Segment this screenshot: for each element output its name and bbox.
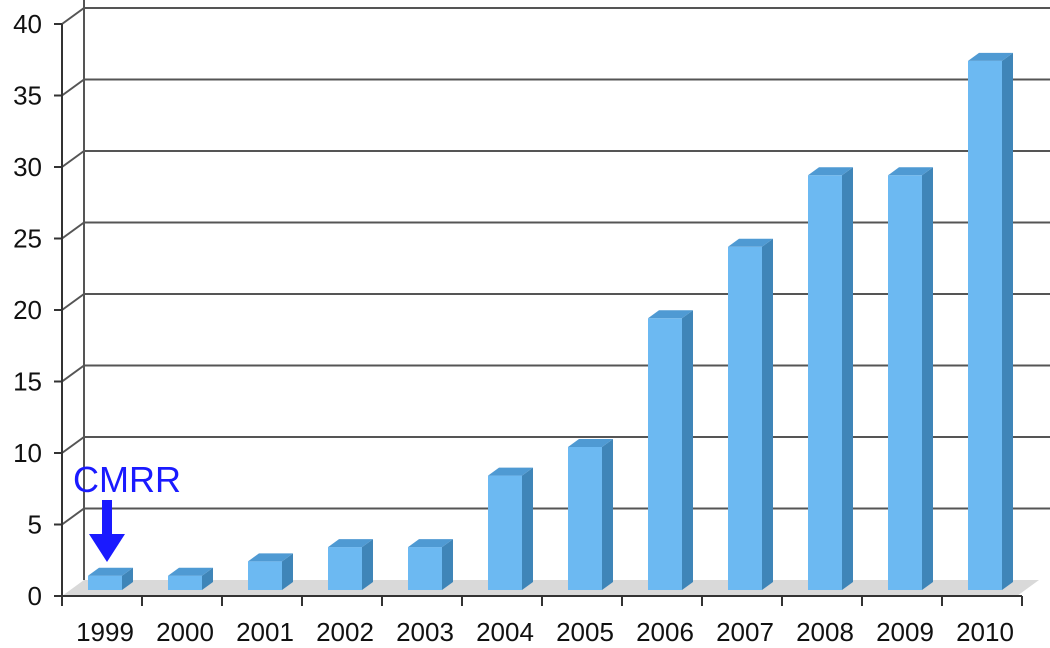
y-tick-label: 0 bbox=[28, 581, 42, 611]
bar-side bbox=[282, 553, 293, 590]
bar bbox=[408, 539, 453, 590]
plot-floor bbox=[62, 580, 1039, 596]
bar-top bbox=[728, 238, 773, 247]
x-tick-labels: 1999 2000 2001 2002 2003 2004 2005 2006 2007 2008… bbox=[76, 617, 1014, 647]
axes bbox=[54, 0, 1023, 606]
gridline-depth bbox=[61, 221, 85, 240]
bar-side bbox=[682, 310, 693, 590]
bar-front bbox=[968, 60, 1002, 590]
annotation-label: CMRR bbox=[73, 459, 181, 500]
bar-front bbox=[568, 447, 602, 590]
bar bbox=[248, 553, 293, 590]
bar-front bbox=[728, 246, 762, 591]
bar-front bbox=[328, 547, 362, 590]
gridline-depth bbox=[61, 78, 85, 97]
bar-side bbox=[842, 167, 853, 591]
bar-side bbox=[1002, 52, 1013, 590]
x-tick-label: 2006 bbox=[636, 617, 694, 643]
bar-front bbox=[168, 575, 202, 590]
bar-side bbox=[762, 238, 773, 591]
bar-front bbox=[408, 547, 442, 590]
gridline-depth bbox=[61, 293, 85, 311]
y-tick-label: 40 bbox=[13, 9, 42, 39]
y-tick-label: 20 bbox=[13, 295, 42, 325]
x-tick-label: 2004 bbox=[476, 617, 534, 643]
bar bbox=[168, 567, 213, 590]
bar-side bbox=[202, 567, 213, 590]
x-tick-label: 2009 bbox=[876, 617, 934, 643]
bar-top bbox=[248, 553, 293, 562]
x-tick-label: 2003 bbox=[396, 617, 454, 643]
bar-top bbox=[648, 310, 693, 319]
bar-top bbox=[408, 539, 453, 548]
x-tick-label: 2002 bbox=[316, 617, 374, 643]
x-tick-label: 2008 bbox=[796, 617, 854, 643]
bar-front bbox=[648, 318, 682, 590]
y-tick-label: 35 bbox=[13, 81, 42, 111]
bar-front bbox=[808, 175, 842, 591]
bar-side bbox=[522, 467, 533, 590]
x-tick-label: 2001 bbox=[236, 617, 294, 643]
y-tick-label: 5 bbox=[28, 510, 42, 540]
bar-front bbox=[248, 561, 282, 590]
bar-front bbox=[888, 175, 922, 591]
bar bbox=[488, 467, 533, 590]
x-tick-label: 1999 bbox=[76, 617, 134, 643]
y-tick-label: 30 bbox=[13, 152, 42, 182]
gridline-depth bbox=[61, 507, 85, 526]
bar bbox=[568, 439, 613, 590]
gridline-depth bbox=[61, 364, 85, 383]
y-tick-label: 25 bbox=[13, 224, 42, 254]
bar bbox=[88, 567, 133, 590]
bar-side bbox=[122, 567, 133, 590]
bar-top bbox=[328, 539, 373, 548]
bar bbox=[968, 52, 1013, 590]
bar bbox=[328, 539, 373, 590]
bar-series bbox=[88, 52, 1013, 591]
bar-top bbox=[808, 167, 853, 176]
bar-front bbox=[88, 575, 122, 590]
bar-side bbox=[442, 539, 453, 590]
bar-side bbox=[362, 539, 373, 590]
bar-top bbox=[568, 439, 613, 447]
x-tick-label: 2007 bbox=[716, 617, 774, 643]
bar-top bbox=[88, 567, 133, 576]
bar bbox=[728, 238, 773, 591]
bar-top bbox=[888, 167, 933, 176]
bar bbox=[648, 310, 693, 590]
bar-top bbox=[968, 52, 1013, 61]
y-tick-label: 15 bbox=[13, 367, 42, 397]
annotation: CMRR bbox=[73, 459, 181, 562]
bar-side bbox=[602, 439, 613, 590]
y-tick-labels: 0 5 10 15 20 25 30 35 40 bbox=[13, 9, 42, 611]
annotation-arrow-icon bbox=[89, 500, 125, 562]
bar-top bbox=[488, 467, 533, 476]
gridline-depth bbox=[61, 150, 85, 168]
y-tick-label: 10 bbox=[13, 438, 42, 468]
x-tick-label: 2010 bbox=[956, 617, 1014, 643]
bar bbox=[808, 167, 853, 591]
bar-top bbox=[168, 567, 213, 576]
bar-front bbox=[488, 475, 522, 590]
gridline-depth bbox=[61, 7, 85, 25]
x-tick-label: 2000 bbox=[156, 617, 214, 643]
bar-side bbox=[922, 167, 933, 591]
gridline-depth bbox=[61, 436, 85, 454]
bar bbox=[888, 167, 933, 591]
x-tick-label: 2005 bbox=[556, 617, 614, 643]
